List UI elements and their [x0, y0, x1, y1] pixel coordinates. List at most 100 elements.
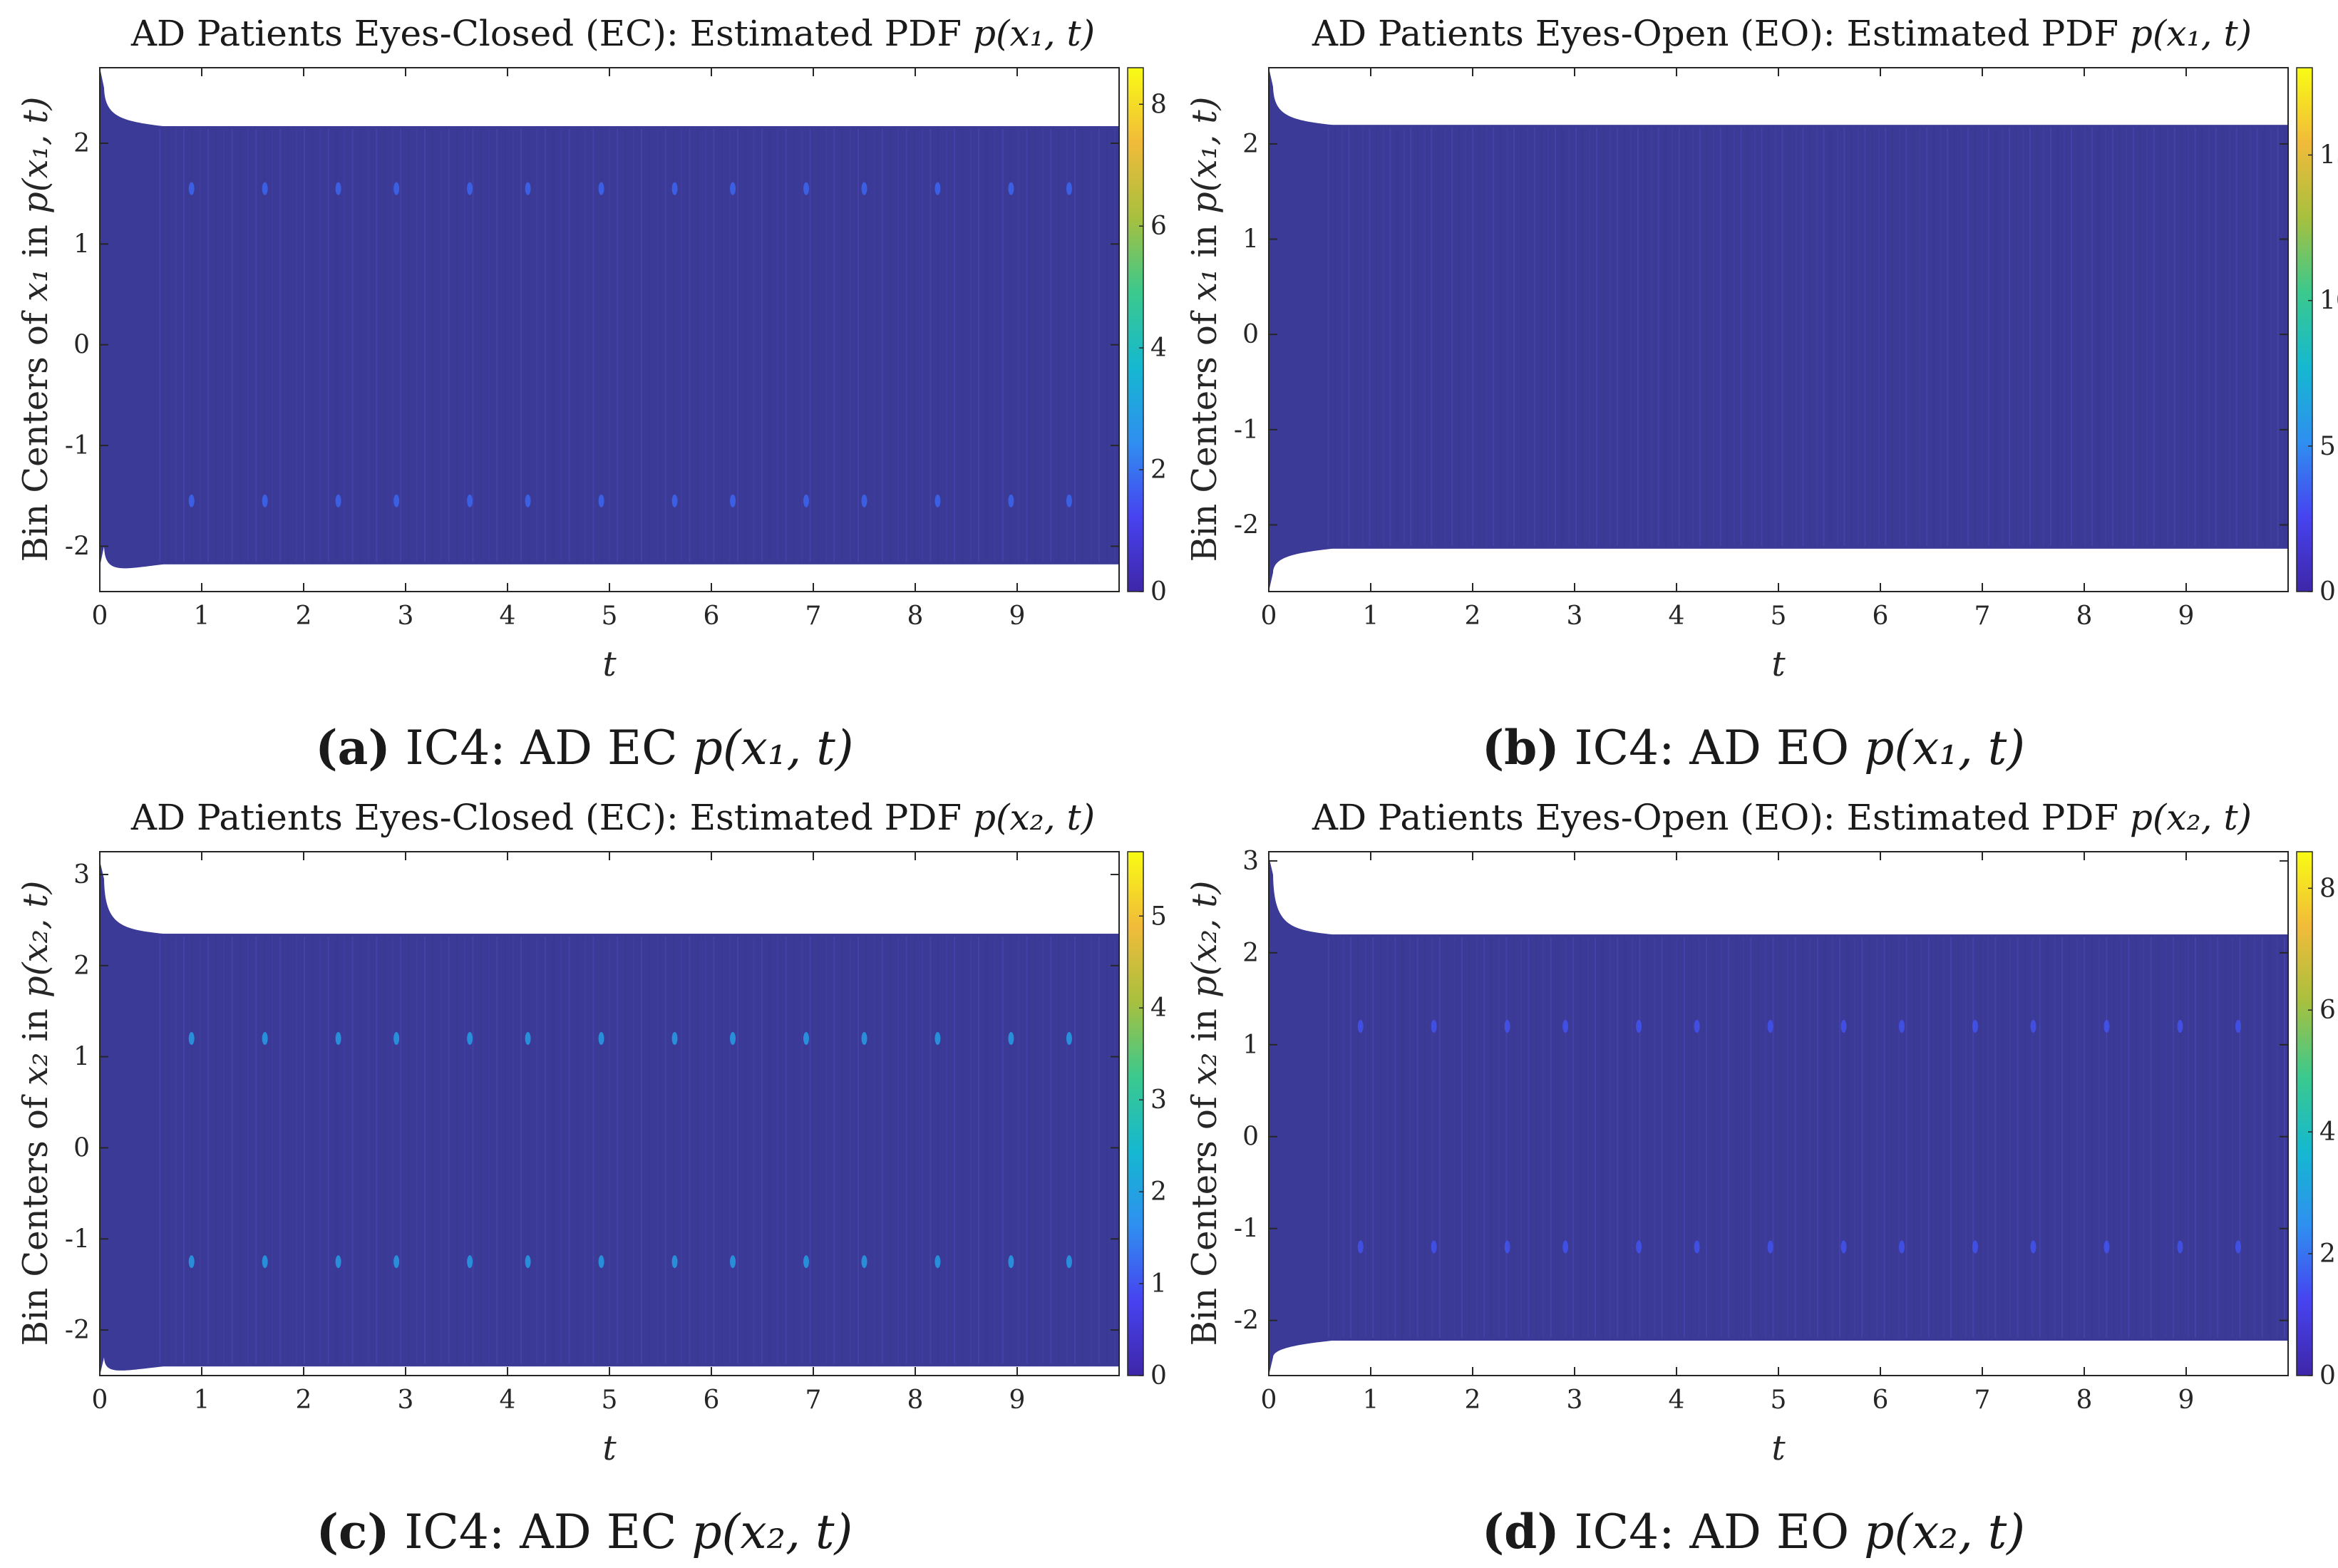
x-tick-label: 5: [602, 1386, 618, 1415]
colorbar-tick-label: 4: [2319, 1118, 2336, 1147]
heatmap-plot: 0 1 2 3 4 5 6 7 8 9 -2 -1 0 1 2 0 2 4 6 8 t Bin Centers o…: [16, 67, 1167, 684]
y-axis: -2 -1 0 1 2: [65, 129, 1119, 561]
x-tick-label: 0: [92, 1386, 108, 1415]
x-tick-label: 4: [500, 1386, 516, 1415]
heatmap-plot: 0 1 2 3 4 5 6 7 8 9 -2 -1 0 1 2 0 5 10 15 t Bin Centers …: [1185, 67, 2338, 684]
pdf-hotspot: [393, 182, 400, 195]
x-tick-label: 2: [296, 602, 312, 631]
colorbar-ticks: 0 2 4 6 8: [1139, 90, 1167, 607]
colorbar-tick-label: 4: [1150, 334, 1167, 363]
pdf-hotspot: [1562, 1020, 1569, 1033]
pdf-hotspot: [671, 494, 678, 507]
pdf-hotspot: [467, 1255, 473, 1269]
panel-d: AD Patients Eyes-Open (EO): Estimated PD…: [1169, 784, 2338, 1568]
pdf-hotspot: [1840, 1240, 1847, 1254]
pdf-hotspot: [1008, 1255, 1014, 1269]
pdf-hotspot: [671, 1255, 678, 1269]
heatmap-plot: 0 1 2 3 4 5 6 7 8 9 -2 -1 0 1 2 3 0 2 4 6 8 t Bin Centers …: [1185, 847, 2336, 1468]
pdf-hotspot: [598, 494, 604, 507]
caption-math: p(x₁, t): [1864, 721, 2026, 775]
pdf-hotspot: [393, 494, 400, 507]
pdf-hotspot: [1504, 1240, 1510, 1254]
x-tick-label: 9: [2178, 602, 2195, 631]
pdf-hotspot: [188, 1032, 195, 1046]
colorbar-tick-label: 6: [1150, 212, 1167, 241]
x-tick-label: 1: [194, 1386, 210, 1415]
pdf-hotspot: [393, 1032, 400, 1046]
pdf-hotspot: [1899, 1020, 1905, 1033]
pdf-hotspot: [671, 1032, 678, 1046]
subfigure-caption: (b) IC4: AD EO p(x₁, t): [1169, 720, 2338, 775]
x-tick-label: 0: [1261, 1386, 1277, 1415]
colorbar-tick-label: 3: [1150, 1085, 1167, 1115]
pdf-hotspot: [934, 1032, 941, 1046]
pdf-hotspot: [1066, 494, 1072, 507]
x-tick-label: 1: [1363, 602, 1379, 631]
x-tick-label: 7: [805, 1386, 822, 1415]
pdf-hotspot: [335, 1032, 341, 1046]
y-axis: -2 -1 0 1 2: [1234, 130, 2288, 540]
y-tick-label: -1: [1234, 1214, 1259, 1244]
heatmap-plot: 0 1 2 3 4 5 6 7 8 9 -2 -1 0 1 2 3 0 1 2 3 4 5 t Bin Centers…: [16, 851, 1167, 1468]
colorbar-tick-label: 0: [2319, 1361, 2336, 1391]
y-tick-label: 2: [73, 129, 90, 158]
pdf-hotspot: [1840, 1020, 1847, 1033]
pdf-hotspot: [1504, 1020, 1510, 1033]
x-axis-label: t: [1771, 1428, 1786, 1468]
x-tick-label: 8: [907, 1386, 924, 1415]
caption-text: IC4: AD EO: [1574, 1505, 1850, 1559]
pdf-hotspot: [1767, 1240, 1773, 1254]
pdf-hotspot: [1357, 1020, 1364, 1033]
pdf-transient: [100, 68, 163, 569]
pdf-support-band: [155, 934, 1119, 1367]
colorbar-tick-label: 2: [1150, 455, 1167, 485]
pdf-hotspot: [525, 182, 531, 195]
pdf-hotspot: [2235, 1240, 2241, 1254]
x-axis: 0 1 2 3 4 5 6 7 8 9: [1261, 68, 2195, 631]
y-tick-label: -2: [65, 532, 90, 561]
x-tick-label: 5: [1771, 1386, 1787, 1415]
x-tick-label: 4: [1669, 602, 1685, 631]
x-tick-label: 5: [602, 602, 618, 631]
pdf-hotspot: [598, 1255, 604, 1269]
x-tick-label: 1: [1363, 1386, 1379, 1415]
subfigure-caption: (d) IC4: AD EO p(x₂, t): [1169, 1504, 2338, 1559]
caption-text: IC4: AD EO: [1574, 721, 1850, 775]
y-tick-label: -1: [65, 1224, 90, 1254]
x-tick-label: 7: [1974, 1386, 1991, 1415]
x-tick-label: 9: [2178, 1386, 2195, 1415]
pdf-hotspot: [1066, 182, 1072, 195]
x-tick-label: 4: [1669, 1386, 1685, 1415]
pdf-hotspot: [1972, 1020, 1978, 1033]
y-tick-label: 1: [1242, 1031, 1259, 1060]
colorbar-tick-label: 5: [1150, 902, 1167, 931]
x-axis-label: t: [1771, 644, 1786, 684]
pdf-hotspot: [262, 494, 268, 507]
plot-title-text: AD Patients Eyes-Open (EO): Estimated PD…: [1312, 13, 2119, 54]
pdf-hotspot: [2030, 1240, 2036, 1254]
x-axis: 0 1 2 3 4 5 6 7 8 9: [92, 852, 1025, 1415]
x-axis-label: t: [602, 1428, 617, 1468]
pdf-hotspot: [1636, 1020, 1642, 1033]
caption-math: p(x₁, t): [692, 721, 854, 775]
pdf-hotspot: [1899, 1240, 1905, 1254]
pdf-hotspot: [1694, 1020, 1700, 1033]
pdf-hotspot: [2177, 1020, 2183, 1033]
pdf-hotspot: [2103, 1020, 2110, 1033]
colorbar-tick-label: 10: [2319, 287, 2338, 316]
x-tick-label: 2: [296, 1386, 312, 1415]
colorbar-ticks: 0 5 10 15: [2308, 141, 2338, 607]
colorbar-tick-label: 0: [2319, 577, 2336, 607]
pdf-hotspot: [803, 1255, 809, 1269]
heatmap-data: [100, 860, 1119, 1376]
pdf-hotspot: [2235, 1020, 2241, 1033]
plot-title-text: AD Patients Eyes-Closed (EC): Estimated …: [130, 13, 962, 54]
pdf-hotspot: [335, 494, 341, 507]
pdf-hotspot: [1767, 1020, 1773, 1033]
colorbar: [1127, 851, 1144, 1376]
pdf-hotspot: [188, 182, 195, 195]
pdf-support-band: [1324, 125, 2288, 549]
y-tick-label: 0: [1242, 1123, 1259, 1152]
pdf-hotspot: [1008, 494, 1014, 507]
pdf-hotspot: [803, 182, 809, 195]
